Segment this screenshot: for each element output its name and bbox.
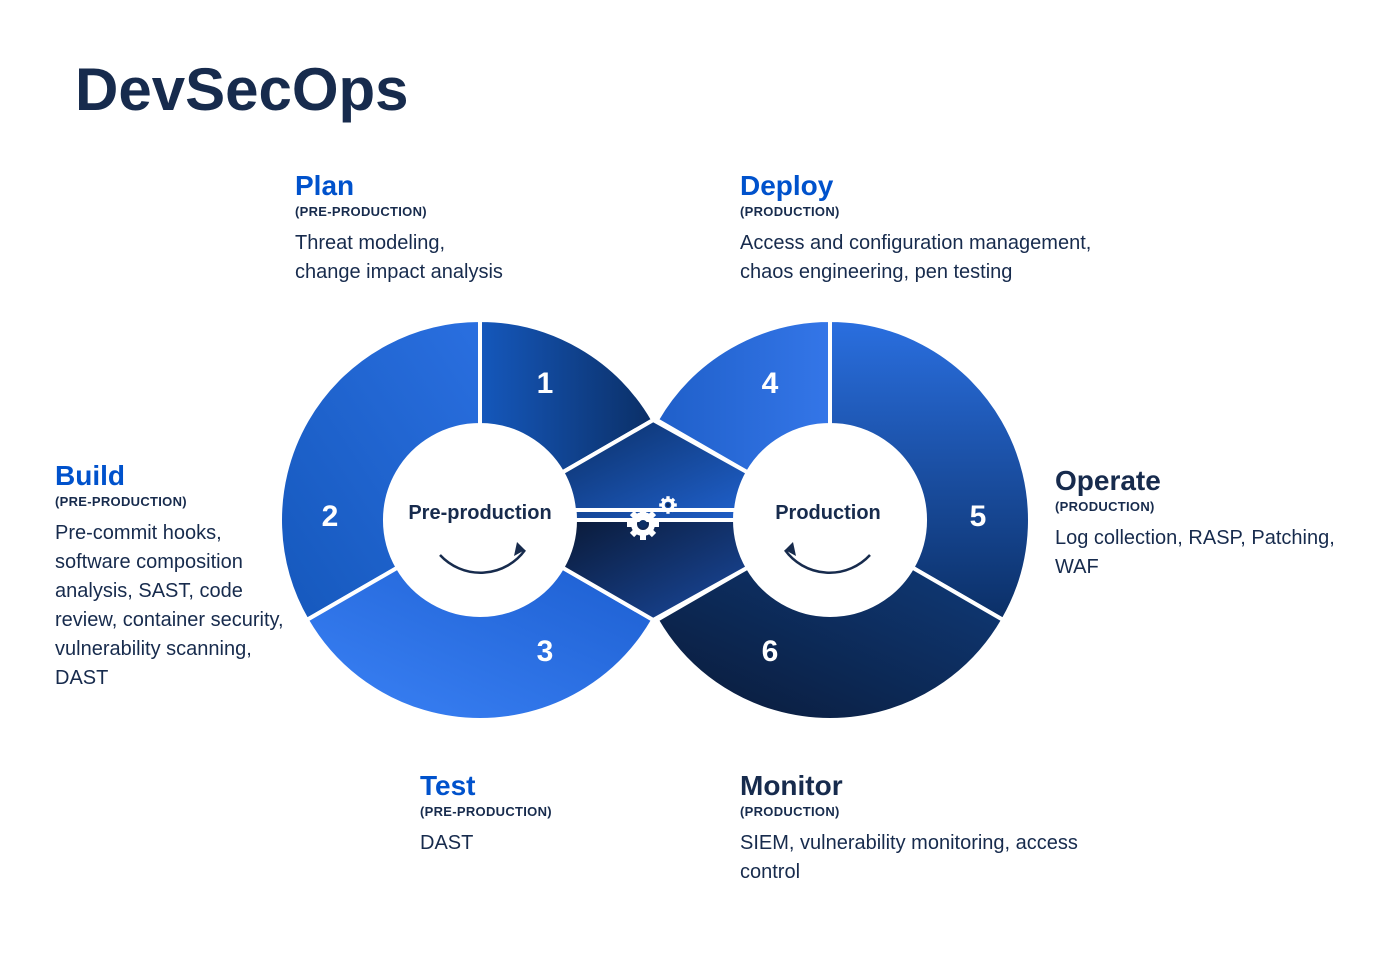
right-loop-label: Production	[768, 502, 888, 525]
stage-desc-test: DAST	[420, 829, 720, 858]
stage-subhead-plan: (PRE-PRODUCTION)	[295, 204, 675, 219]
left-loop-label: Pre-production	[405, 502, 555, 525]
segnum-1: 1	[525, 367, 565, 401]
segnum-5: 5	[958, 500, 998, 534]
stage-title-build: Build	[55, 460, 290, 492]
stage-subhead-operate: (PRODUCTION)	[1055, 499, 1335, 514]
stage-title-plan: Plan	[295, 170, 675, 202]
stage-subhead-monitor: (PRODUCTION)	[740, 804, 1140, 819]
stage-title-test: Test	[420, 770, 720, 802]
stage-desc-monitor: SIEM, vulnerability monitoring, access c…	[740, 829, 1140, 887]
stage-desc-operate: Log collection, RASP, Patching, WAF	[1055, 524, 1335, 582]
segnum-2: 2	[310, 500, 350, 534]
stage-desc-deploy: Access and configuration management, cha…	[740, 229, 1140, 287]
segnum-6: 6	[750, 635, 790, 669]
stage-title-deploy: Deploy	[740, 170, 1140, 202]
stage-operate: Operate (PRODUCTION) Log collection, RASP,…	[1055, 465, 1335, 582]
stage-test: Test (PRE-PRODUCTION) DAST	[420, 770, 720, 858]
stage-plan: Plan (PRE-PRODUCTION) Threat modeling, cha…	[295, 170, 675, 287]
stage-title-monitor: Monitor	[740, 770, 1140, 802]
stage-desc-plan: Threat modeling, change impact analysis	[295, 229, 675, 287]
stage-subhead-test: (PRE-PRODUCTION)	[420, 804, 720, 819]
stage-desc-build: Pre-commit hooks, software composition a…	[55, 519, 290, 693]
stage-title-operate: Operate	[1055, 465, 1335, 497]
segnum-3: 3	[525, 635, 565, 669]
infinity-loop-diagram	[270, 305, 1040, 735]
stage-monitor: Monitor (PRODUCTION) SIEM, vulnerability m…	[740, 770, 1140, 887]
stage-build: Build (PRE-PRODUCTION) Pre-commit hooks, s…	[55, 460, 290, 693]
segnum-4: 4	[750, 367, 790, 401]
stage-deploy: Deploy (PRODUCTION) Access and configurati…	[740, 170, 1140, 287]
page-title: DevSecOps	[75, 55, 409, 124]
stage-subhead-deploy: (PRODUCTION)	[740, 204, 1140, 219]
stage-subhead-build: (PRE-PRODUCTION)	[55, 494, 290, 509]
